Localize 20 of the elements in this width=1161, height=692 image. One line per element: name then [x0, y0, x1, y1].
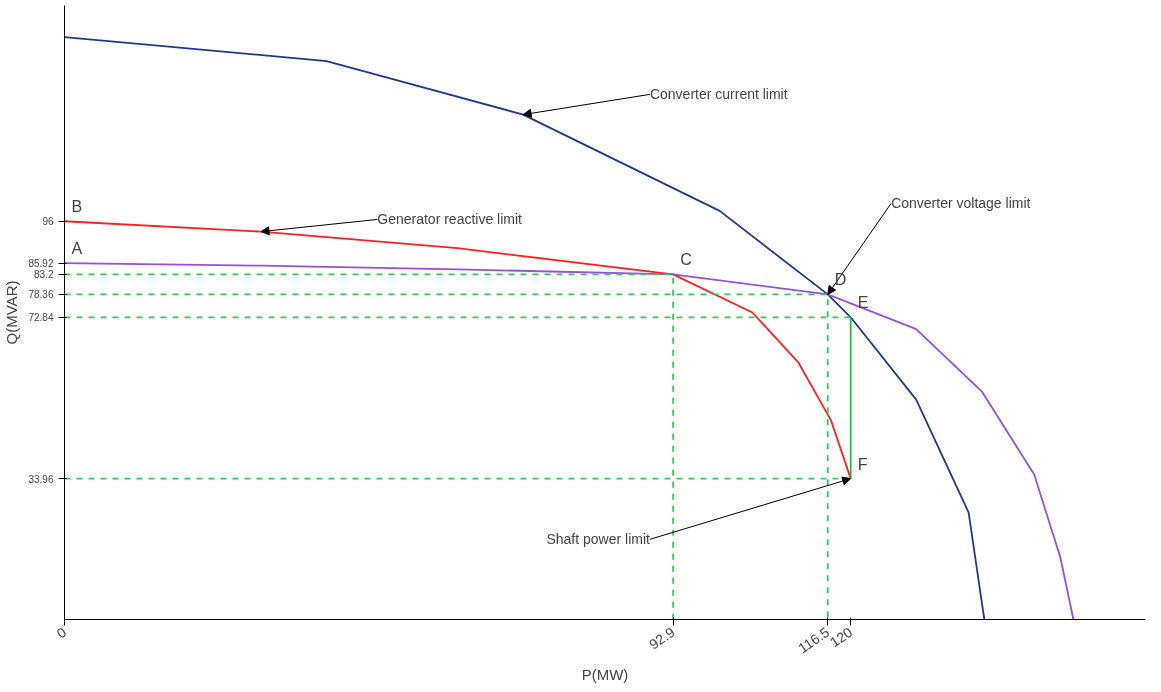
- text: Converter current limit: [649, 86, 788, 103]
- y-tick-label: 33.96: [28, 473, 54, 485]
- y-tick-label: 85.92: [28, 258, 54, 270]
- x-axis-title: P(MW): [581, 665, 629, 683]
- y-tick-label: 96: [42, 216, 54, 228]
- series-label: Generator reactive limit: [377, 211, 523, 228]
- text: Shaft power limit: [546, 531, 651, 548]
- annotation: C: [680, 251, 692, 269]
- text: Converter voltage limit: [891, 195, 1031, 212]
- y-tick-label: 72.84: [28, 312, 54, 324]
- y-axis-title: Q(MVAR): [3, 280, 21, 345]
- annotation: D: [834, 271, 847, 289]
- x-tick-label: 92.9: [646, 623, 678, 653]
- y-tick-label: 78.36: [28, 289, 54, 301]
- annotation: F: [857, 455, 868, 473]
- annotation: B: [71, 198, 83, 216]
- annotation: E: [857, 294, 869, 312]
- x-tick-label: 0: [53, 623, 70, 642]
- y-tick-label: 83.2: [34, 269, 54, 281]
- annotation: A: [71, 240, 83, 258]
